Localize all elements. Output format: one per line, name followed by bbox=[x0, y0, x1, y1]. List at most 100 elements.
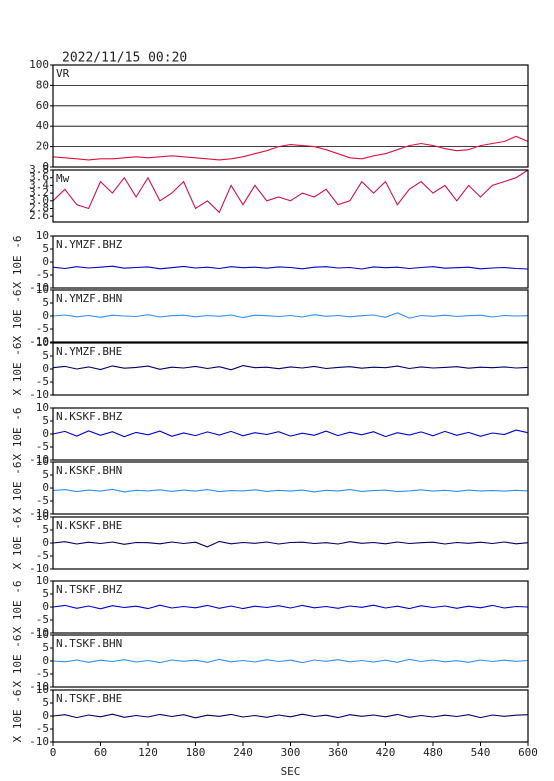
y-tick-label: 10 bbox=[36, 628, 49, 641]
y-tick-label: -10 bbox=[29, 281, 49, 294]
y-tick-label: -5 bbox=[36, 268, 49, 281]
y-tick-label: 2.6 bbox=[29, 209, 49, 222]
y-tick-label: -10 bbox=[29, 735, 49, 748]
y-tick-label: 0 bbox=[42, 709, 49, 722]
y-tick-label: 5 bbox=[42, 349, 49, 362]
y-axis-label: X 10E -6 bbox=[11, 517, 24, 570]
y-tick-label: 10 bbox=[36, 336, 49, 349]
y-axis-label: X 10E -6 bbox=[11, 635, 24, 688]
panel-frame bbox=[52, 235, 529, 289]
y-tick-label: -10 bbox=[29, 388, 49, 401]
y-tick-label: 0 bbox=[42, 536, 49, 549]
panel-label: N.YMZF.BHZ bbox=[56, 238, 123, 251]
y-tick-label: 0 bbox=[42, 481, 49, 494]
y-tick-label: -10 bbox=[29, 626, 49, 639]
x-tick-label: 480 bbox=[423, 746, 443, 759]
y-tick-label: 80 bbox=[36, 78, 49, 91]
panel-label: N.KSKF.BHN bbox=[56, 464, 122, 477]
y-tick-label: 10 bbox=[36, 229, 49, 242]
panel-label: N.KSKF.BHE bbox=[56, 519, 122, 532]
x-tick-label: 60 bbox=[94, 746, 107, 759]
x-tick-label: 420 bbox=[376, 746, 396, 759]
panel-label: N.TSKF.BHE bbox=[56, 692, 122, 705]
trace bbox=[52, 540, 529, 548]
y-tick-label: -10 bbox=[29, 507, 49, 520]
x-tick-label: 360 bbox=[328, 746, 348, 759]
trace bbox=[52, 169, 529, 214]
y-tick-label: 3.8 bbox=[29, 163, 49, 176]
y-axis-label: X 10E -6 bbox=[11, 690, 24, 743]
panel-frame bbox=[52, 342, 529, 396]
y-tick-label: -5 bbox=[36, 722, 49, 735]
panel-label: N.YMZF.BHN bbox=[56, 292, 122, 305]
trace bbox=[52, 135, 529, 161]
y-tick-label: -5 bbox=[36, 494, 49, 507]
trace bbox=[52, 265, 529, 270]
y-tick-label: 5 bbox=[42, 242, 49, 255]
panel-frame bbox=[52, 461, 529, 515]
y-tick-label: 40 bbox=[36, 119, 49, 132]
y-axis-label: X 10E -6 bbox=[11, 408, 24, 461]
panel-label: N.TSKF.BHN bbox=[56, 637, 122, 650]
x-tick-label: 120 bbox=[138, 746, 158, 759]
panel-label: N.KSKF.BHZ bbox=[56, 410, 123, 423]
y-tick-label: 10 bbox=[36, 574, 49, 587]
trace bbox=[52, 488, 529, 493]
y-tick-label: 60 bbox=[36, 99, 49, 112]
y-tick-label: 0 bbox=[42, 255, 49, 268]
y-axis-label: X 10E -6 bbox=[11, 581, 24, 634]
y-tick-label: 10 bbox=[36, 283, 49, 296]
x-tick-label: 300 bbox=[281, 746, 301, 759]
panel-frame bbox=[52, 289, 529, 343]
x-tick-label: 540 bbox=[471, 746, 491, 759]
y-tick-label: 10 bbox=[36, 683, 49, 696]
y-tick-label: 5 bbox=[42, 641, 49, 654]
y-tick-label: -5 bbox=[36, 549, 49, 562]
y-tick-label: 5 bbox=[42, 523, 49, 536]
trace bbox=[52, 658, 529, 664]
y-tick-label: 20 bbox=[36, 140, 49, 153]
y-tick-label: -10 bbox=[29, 562, 49, 575]
y-tick-label: 0 bbox=[42, 600, 49, 613]
x-tick-label: 600 bbox=[518, 746, 538, 759]
panel-label: VR bbox=[56, 67, 70, 80]
y-tick-label: 0 bbox=[42, 654, 49, 667]
trace bbox=[52, 312, 529, 319]
y-tick-label: 2.8 bbox=[29, 202, 49, 215]
y-tick-label: 10 bbox=[36, 510, 49, 523]
y-tick-label: 5 bbox=[42, 696, 49, 709]
y-axis-label: X 10E -6 bbox=[11, 462, 24, 515]
y-tick-label: 3.0 bbox=[29, 194, 49, 207]
y-tick-label: 10 bbox=[36, 401, 49, 414]
panel-label: N.TSKF.BHZ bbox=[56, 583, 123, 596]
y-axis-label: X 10E -6 bbox=[11, 343, 24, 396]
y-tick-label: -10 bbox=[29, 680, 49, 693]
y-tick-label: 3.2 bbox=[29, 186, 49, 199]
trace bbox=[52, 365, 529, 371]
y-axis-label: X 10E -6 bbox=[11, 236, 24, 289]
y-tick-label: 5 bbox=[42, 468, 49, 481]
y-tick-label: 5 bbox=[42, 587, 49, 600]
y-tick-label: -10 bbox=[29, 335, 49, 348]
panel-frame bbox=[52, 580, 529, 634]
y-tick-label: -5 bbox=[36, 440, 49, 453]
y-tick-label: 5 bbox=[42, 296, 49, 309]
x-tick-label: 240 bbox=[233, 746, 253, 759]
y-tick-label: 3.6 bbox=[29, 171, 49, 184]
y-tick-label: 5 bbox=[42, 414, 49, 427]
y-tick-label: 0 bbox=[42, 362, 49, 375]
y-tick-label: 100 bbox=[29, 58, 49, 71]
panel-frame bbox=[52, 516, 529, 570]
panel-frame bbox=[52, 634, 529, 688]
trace bbox=[52, 604, 529, 610]
panel-label: Mw bbox=[56, 172, 70, 185]
x-axis-label: SEC bbox=[281, 765, 301, 778]
panel-label: N.YMZF.BHE bbox=[56, 345, 122, 358]
x-tick-label: 0 bbox=[50, 746, 57, 759]
y-tick-label: -5 bbox=[36, 375, 49, 388]
page-title: 2022/11/15 00:20 bbox=[62, 51, 187, 66]
x-tick-label: 180 bbox=[186, 746, 206, 759]
trace bbox=[52, 429, 529, 438]
panel-frame bbox=[52, 407, 529, 461]
